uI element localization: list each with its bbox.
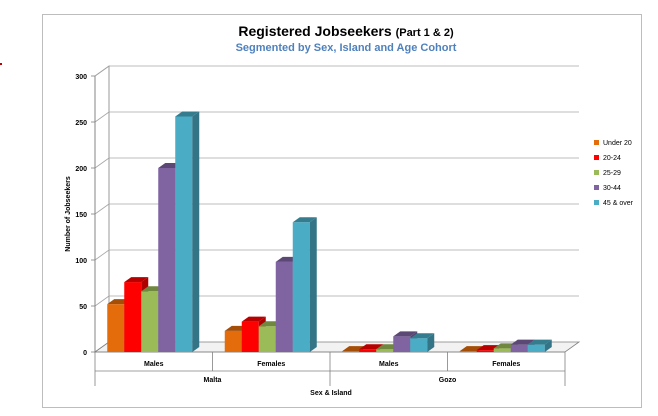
x-tick-label: Females — [257, 361, 285, 368]
y-tick-label: 300 — [75, 74, 87, 81]
bar-front — [141, 291, 159, 352]
bar-front — [107, 304, 125, 352]
bar-top — [292, 217, 317, 223]
legend-label: 30-44 — [603, 185, 621, 192]
bar-top — [241, 316, 266, 322]
legend-swatch — [594, 155, 599, 160]
bar-front — [158, 168, 176, 352]
y-tick-label: 100 — [75, 258, 87, 265]
y-tick-label: 150 — [75, 212, 87, 219]
y-tick-label: 250 — [75, 120, 87, 127]
x-tick-label: Males — [379, 361, 399, 368]
bar-front — [393, 336, 411, 352]
bar-top — [124, 277, 149, 283]
bar-top — [393, 331, 418, 337]
bar-top — [175, 111, 200, 117]
x-group-label: Gozo — [439, 377, 457, 384]
bar-top — [527, 339, 552, 345]
gridline-diagonal — [94, 203, 110, 215]
gridline-diagonal — [94, 65, 110, 77]
x-group-label: Malta — [204, 377, 222, 384]
legend-label: 20-24 — [603, 155, 621, 162]
bar-front — [241, 321, 259, 352]
legend-label: Under 20 — [603, 140, 632, 147]
gridline-diagonal — [94, 157, 110, 169]
gridline-diagonal — [94, 295, 110, 307]
legend-swatch — [594, 140, 599, 145]
bar — [292, 217, 317, 352]
bar-front — [342, 351, 360, 352]
bar-top — [410, 333, 435, 339]
legend-label: 45 & over — [603, 200, 634, 207]
legend-label: 25-29 — [603, 170, 621, 177]
bar-top — [359, 344, 384, 350]
chart-subtitle: Segmented by Sex, Island and Age Cohort — [236, 42, 457, 54]
x-tick-label: Males — [144, 361, 164, 368]
bar — [175, 111, 200, 352]
y-axis-title: Number of Jobseekers — [65, 176, 72, 252]
bar-top — [510, 339, 535, 345]
y-tick-label: 200 — [75, 166, 87, 173]
bar-front — [459, 351, 477, 352]
bar-front — [258, 326, 276, 352]
legend: Under 20 20-24 25-29 30-44 45 & over — [594, 140, 634, 207]
bar-front — [376, 349, 394, 352]
bar-side — [192, 111, 200, 352]
plot-area: 0 50 100 150 200 250 300 Males Females Males Femal… — [75, 65, 581, 386]
bar-front — [124, 282, 142, 352]
x-axis-title: Sex & Island — [310, 390, 352, 397]
legend-swatch — [594, 170, 599, 175]
legend-swatch — [594, 185, 599, 190]
bar-front — [275, 261, 293, 352]
bar-front — [224, 330, 242, 352]
bar-front — [410, 338, 428, 352]
chart-title-main: Registered Jobseekers — [238, 23, 392, 39]
bar-front — [359, 349, 377, 352]
y-tick-label: 50 — [79, 304, 87, 311]
stray-marker — [0, 63, 2, 65]
x-tick-label: Females — [492, 361, 520, 368]
bar — [410, 333, 435, 352]
bar-front — [493, 348, 511, 352]
bar-side — [427, 333, 435, 352]
bar-side — [309, 217, 317, 352]
chart-title: Registered Jobseekers (Part 1 & 2) — [238, 23, 454, 39]
bar-front — [510, 344, 528, 352]
bar-side — [544, 339, 552, 352]
legend-swatch — [594, 200, 599, 205]
chart-title-suffix: (Part 1 & 2) — [396, 27, 454, 39]
bar-front — [527, 344, 545, 352]
y-tick-label: 0 — [83, 350, 87, 357]
gridline-diagonal — [94, 249, 110, 261]
gridline-diagonal — [94, 111, 110, 123]
bar-front — [292, 222, 310, 352]
bar-front — [175, 116, 193, 352]
bar — [527, 339, 552, 352]
bar-front — [476, 350, 494, 352]
